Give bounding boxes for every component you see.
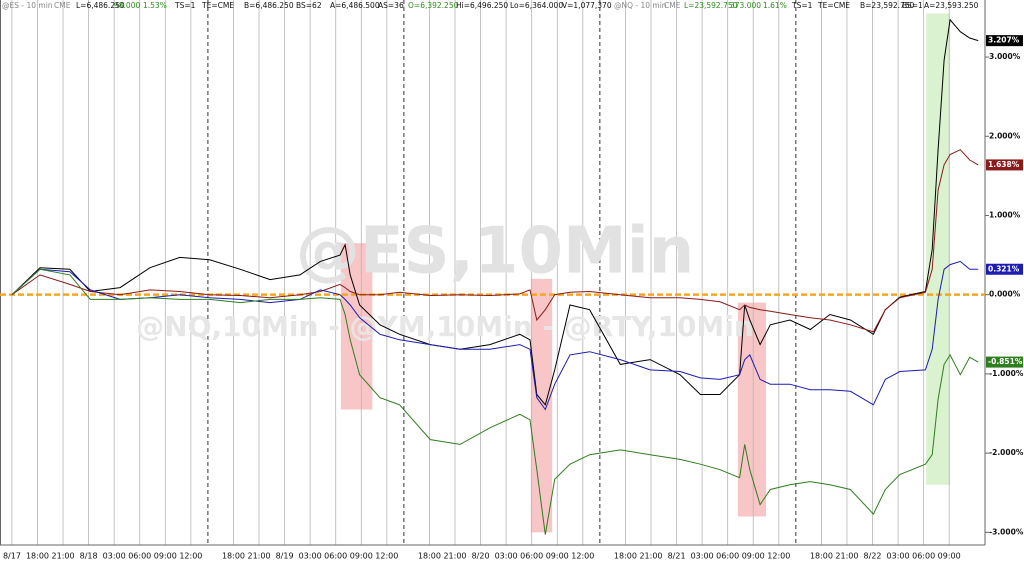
x-tick-label: 18:00 <box>222 552 245 561</box>
header-item: CME <box>664 1 681 10</box>
header-item: AS=36 <box>378 1 404 10</box>
x-tick-label: 09:00 <box>938 552 961 561</box>
header-item: Hi=6,496.250 <box>456 1 508 10</box>
header-item: A=6,486.500 <box>330 1 380 10</box>
last-value-label: 1.638% <box>988 160 1020 169</box>
header-item: 1.53% <box>143 1 167 10</box>
header-item: L=6,486.250 <box>76 1 125 10</box>
y-tick-label: -1.000% <box>989 369 1024 378</box>
x-tick-label: 12:00 <box>571 552 594 561</box>
last-value-box <box>986 356 1023 368</box>
y-tick-label: -2.000% <box>989 448 1024 457</box>
x-tick-label: 21:00 <box>52 552 75 561</box>
x-tick-label: 8/20 <box>472 552 490 561</box>
y-tick-label: 0.000% <box>989 290 1021 299</box>
y-tick-label: 3.000% <box>989 52 1021 61</box>
header-item: TS=1 <box>791 1 813 10</box>
x-tick-label: 12:00 <box>179 552 202 561</box>
header-item: BS=62 <box>296 1 322 10</box>
x-tick-label: 06:00 <box>128 552 151 561</box>
series-line <box>11 149 979 333</box>
x-tick-label: 12:00 <box>375 552 398 561</box>
header-item: L=23,592.750 <box>684 1 738 10</box>
x-tick-label: 18:00 <box>26 552 49 561</box>
x-tick-label: 06:00 <box>324 552 347 561</box>
watermark: @ES,10Min <box>296 215 694 289</box>
header-item: TE=CME <box>817 1 850 10</box>
x-tick-label: 09:00 <box>546 552 569 561</box>
last-value-box <box>986 159 1023 171</box>
header-item: B=23,592.750 <box>860 1 915 10</box>
header-item: 1.61% <box>763 1 787 10</box>
x-tick-label: 8/21 <box>668 552 686 561</box>
x-tick-label: 09:00 <box>742 552 765 561</box>
x-tick-label: 18:00 <box>810 552 833 561</box>
x-tick-label: 03:00 <box>495 552 518 561</box>
y-tick-label: 1.000% <box>989 210 1021 219</box>
x-tick-label: 8/19 <box>276 552 294 561</box>
x-tick-label: 03:00 <box>103 552 126 561</box>
series-line <box>11 260 979 411</box>
x-tick-label: 03:00 <box>887 552 910 561</box>
y-tick-label: -3.000% <box>989 527 1024 536</box>
last-value-box <box>986 263 1023 275</box>
x-tick-label: 21:00 <box>247 552 270 561</box>
series-line <box>11 18 979 406</box>
x-tick-label: 8/22 <box>864 552 882 561</box>
header-item: B=6,486.250 <box>244 1 294 10</box>
last-value-box <box>986 35 1023 47</box>
header-item: TS=1 <box>174 1 196 10</box>
header-item: 373.000 <box>730 1 761 10</box>
watermark: @NQ,10Min - @YM,10Min - @RTY,10Min <box>136 310 754 343</box>
header-item: Lo=6,364.000 <box>510 1 563 10</box>
x-tick-label: 8/18 <box>80 552 98 561</box>
x-tick-label: 21:00 <box>443 552 466 561</box>
header-item: BS=1 <box>902 1 923 10</box>
header-item: O=6,392.250 <box>408 1 459 10</box>
x-tick-label: 21:00 <box>835 552 858 561</box>
x-tick-label: 18:00 <box>418 552 441 561</box>
x-tick-label: 03:00 <box>691 552 714 561</box>
x-tick-label: 8/17 <box>3 552 21 561</box>
x-tick-label: 06:00 <box>912 552 935 561</box>
x-tick-label: 21:00 <box>639 552 662 561</box>
highlight-band <box>340 243 373 410</box>
header-item: @ES - 10 min <box>2 1 53 10</box>
header-item: V=1,077,370 <box>562 1 612 10</box>
header-item: CME <box>54 1 71 10</box>
header-item: @NQ - 10 min <box>614 1 667 10</box>
last-value-label: 0.321% <box>988 264 1020 273</box>
x-tick-label: 06:00 <box>716 552 739 561</box>
x-tick-label: 06:00 <box>520 552 543 561</box>
header-item: TE=CME <box>201 1 234 10</box>
last-value-label: -0.851% <box>988 357 1023 366</box>
x-tick-label: 09:00 <box>154 552 177 561</box>
header-item: A=23,593.250 <box>924 1 979 10</box>
y-tick-label: 2.000% <box>989 131 1021 140</box>
x-tick-label: 03:00 <box>299 552 322 561</box>
series-line <box>11 268 979 535</box>
x-tick-label: 09:00 <box>350 552 373 561</box>
highlight-band <box>926 13 951 485</box>
highlight-band <box>530 278 553 533</box>
last-value-label: 3.207% <box>988 36 1020 45</box>
header-item: 98.000 <box>114 1 140 10</box>
x-tick-label: 18:00 <box>614 552 637 561</box>
x-tick-label: 12:00 <box>767 552 790 561</box>
